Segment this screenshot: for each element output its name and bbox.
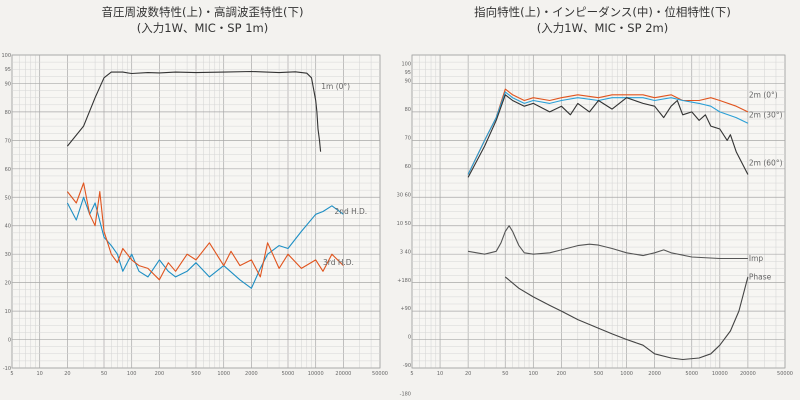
y-tick-label: 20 <box>5 281 11 287</box>
x-tick-label: 20000 <box>335 371 351 377</box>
x-tick-label: 5000 <box>282 371 295 377</box>
series-label: 2m (60°) <box>749 159 783 168</box>
series-label: 2nd H.D. <box>334 207 367 216</box>
y-tick-label: +90 <box>400 306 411 312</box>
x-tick-label: 10000 <box>712 371 728 377</box>
y-tick-label: 10 50 <box>397 221 411 227</box>
series-line-imp <box>468 225 748 260</box>
x-tick-label: 10 <box>37 371 43 377</box>
y-tick-label: 80 <box>405 107 411 113</box>
x-tick-label: 500 <box>191 371 201 377</box>
y-tick-label: 60 <box>5 167 11 173</box>
series-line-2m-60 <box>467 94 749 178</box>
y-tick-label: 95 <box>405 70 411 76</box>
x-tick-label: 10000 <box>308 371 324 377</box>
y-tick-label: 90 <box>405 79 411 85</box>
y-tick-label: +180 <box>397 278 411 284</box>
x-tick-label: 50000 <box>372 371 388 377</box>
y-tick-label: 50 <box>5 195 11 201</box>
x-tick-label: 2000 <box>245 371 258 377</box>
x-tick-label: 10 <box>437 371 443 377</box>
left-chart-subtitle: (入力1W、MIC・SP 1m) <box>136 21 269 35</box>
y-tick-label: -10 <box>3 366 11 372</box>
y-tick-label: 70 <box>405 136 411 142</box>
right-chart-title: 指向特性(上)・インピーダンス(中)・位相特性(下) (入力1W、MIC・SP … <box>405 4 800 36</box>
x-tick-label: 100 <box>529 371 539 377</box>
x-tick-label: 500 <box>594 371 604 377</box>
y-tick-label: 30 60 <box>397 192 411 198</box>
x-tick-label: 1000 <box>620 371 633 377</box>
x-tick-label: 2000 <box>648 371 661 377</box>
x-tick-label: 20000 <box>740 371 756 377</box>
y-tick-label: 10 <box>5 309 11 315</box>
y-tick-label: 70 <box>5 138 11 144</box>
y-tick-label: 3 40 <box>400 249 411 255</box>
y-tick-label: 80 <box>5 110 11 116</box>
series-label: Imp <box>749 254 764 263</box>
series-line-2nd-h-d <box>66 196 344 289</box>
series-line-phase <box>504 276 749 361</box>
x-tick-label: 5 <box>10 371 13 377</box>
x-tick-label: 200 <box>155 371 165 377</box>
x-tick-label: 20 <box>465 371 471 377</box>
y-tick-label: 0 <box>408 335 411 341</box>
series-label: 1m (0°) <box>321 82 350 91</box>
series-line-2m-30 <box>467 91 749 175</box>
series-label: 3rd H.D. <box>323 258 354 267</box>
x-tick-label: 5 <box>410 371 413 377</box>
series-label: 2m (0°) <box>749 90 778 99</box>
y-tick-label: 0 <box>8 338 11 344</box>
y-tick-label: 100 <box>401 62 411 68</box>
y-tick-label: 90 <box>5 81 11 87</box>
y-tick-label: -180 <box>400 392 411 398</box>
x-tick-label: 50 <box>502 371 508 377</box>
right-chart-title-text: 指向特性(上)・インピーダンス(中)・位相特性(下) <box>474 5 731 19</box>
series-label: Phase <box>749 272 772 281</box>
x-tick-label: 1000 <box>217 371 230 377</box>
series-line-2m-0 <box>467 88 749 175</box>
series-line-3rd-h-d <box>66 182 344 281</box>
y-tick-label: 30 <box>5 252 11 258</box>
x-tick-label: 100 <box>127 371 137 377</box>
y-tick-label: 100 <box>1 53 11 59</box>
left-chart-title: 音圧周波数特性(上)・高調波歪特性(下) (入力1W、MIC・SP 1m) <box>0 4 405 36</box>
x-tick-label: 50000 <box>777 371 793 377</box>
y-tick-label: 40 <box>5 224 11 230</box>
x-tick-label: 5000 <box>685 371 698 377</box>
right-chart-subtitle: (入力1W、MIC・SP 2m) <box>536 21 669 35</box>
series-label: 2m (30°) <box>749 110 783 119</box>
right-chart: 5 10 20 50 100 200 500 1000 2000 5000 10000 20000 50… <box>397 54 793 398</box>
y-tick-label: 60 <box>405 164 411 170</box>
x-tick-label: 50 <box>101 371 107 377</box>
left-chart-title-text: 音圧周波数特性(上)・高調波歪特性(下) <box>101 5 304 19</box>
series-line-1m-0 <box>66 70 322 152</box>
y-tick-label: 95 <box>5 67 11 73</box>
x-tick-label: 200 <box>557 371 567 377</box>
x-tick-label: 20 <box>64 371 70 377</box>
left-chart: 5 10 20 50 100 200 500 1000 2000 5000 10000 20000 50… <box>1 53 388 377</box>
y-tick-label: -90 <box>403 363 411 369</box>
